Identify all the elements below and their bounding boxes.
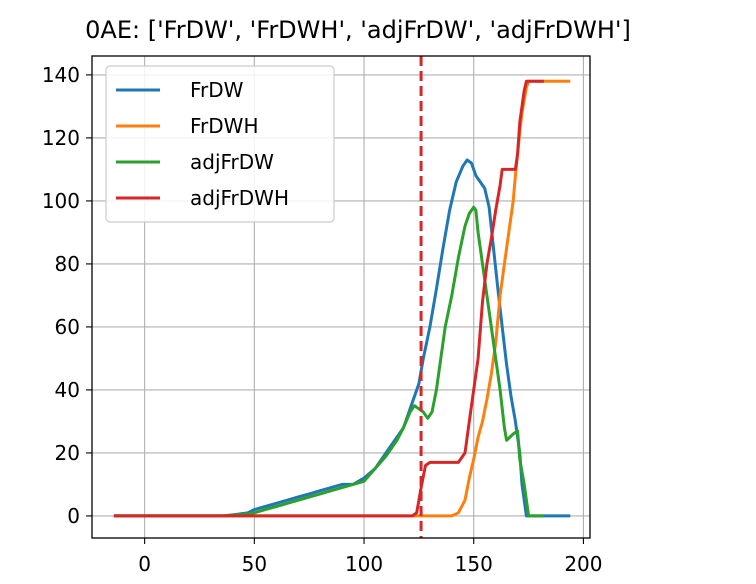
chart-title: 0AE: ['FrDW', 'FrDWH', 'adjFrDW', 'adjFr… (85, 16, 631, 44)
x-tick-label: 200 (564, 552, 602, 576)
y-tick-label: 60 (55, 315, 80, 339)
series-line-adjfrdwh (113, 79, 544, 518)
series-lines (113, 79, 571, 518)
y-tick-label: 40 (55, 378, 80, 402)
y-tick-label: 0 (67, 504, 80, 528)
legend-label: adjFrDW (190, 150, 274, 174)
x-tick-label: 150 (455, 552, 493, 576)
x-tick-label: 50 (242, 552, 267, 576)
legend-label: FrDW (190, 78, 244, 102)
y-tick-label: 140 (42, 63, 80, 87)
y-tick-label: 100 (42, 189, 80, 213)
y-tick-label: 80 (55, 252, 80, 276)
y-tick-label: 20 (55, 441, 80, 465)
legend-label: adjFrDWH (190, 186, 289, 210)
legend: FrDW FrDWH adjFrDW adjFrDWH (105, 65, 335, 223)
x-tick-label: 0 (138, 552, 151, 576)
y-tick-label: 120 (42, 126, 80, 150)
axis-ticks: 0 50 100 150 200 0 20 40 60 80 100 120 140 (42, 63, 603, 576)
x-tick-label: 100 (345, 552, 383, 576)
series-line-adjfrdw (113, 205, 544, 518)
plot-area-frame (91, 55, 591, 539)
legend-box (105, 65, 335, 223)
series-line-frdw (113, 158, 571, 518)
legend-label: FrDWH (190, 114, 259, 138)
